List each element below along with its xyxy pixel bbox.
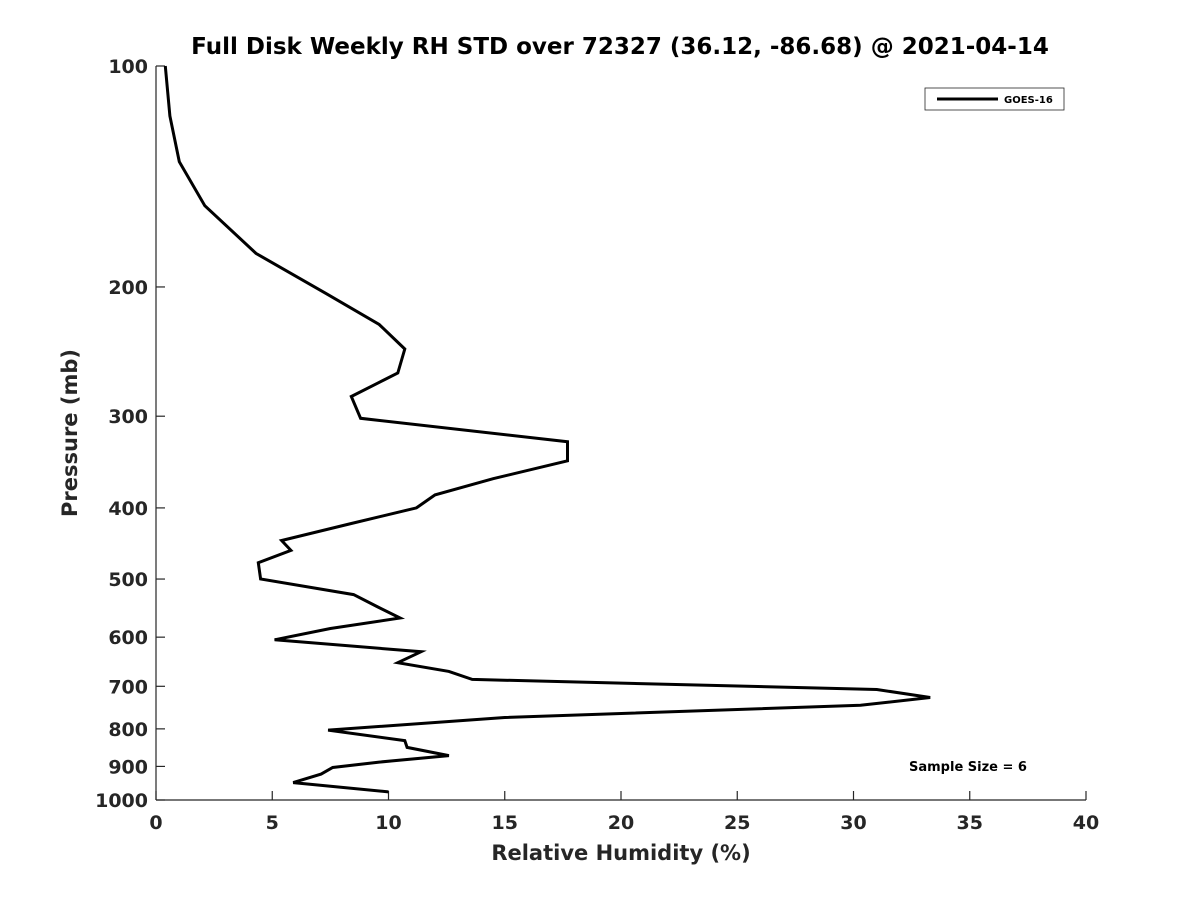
legend: GOES-16 (924, 87, 1065, 111)
y-tick-label: 900 (108, 756, 148, 778)
x-tick-label: 40 (1073, 812, 1099, 834)
x-tick-label: 20 (608, 812, 634, 834)
chart-title: Full Disk Weekly RH STD over 72327 (36.1… (191, 34, 1049, 60)
y-tick-label: 100 (108, 56, 148, 78)
y-tick-label: 200 (108, 277, 148, 299)
x-ticks: 0 5 10 15 20 25 30 35 40 (149, 791, 1099, 834)
sample-size-annotation: Sample Size = 6 (909, 760, 1027, 775)
y-tick-label: 400 (108, 498, 148, 520)
x-tick-label: 5 (266, 812, 279, 834)
y-tick-label: 800 (108, 719, 148, 741)
x-tick-label: 0 (149, 812, 162, 834)
y-tick-label: 700 (108, 676, 148, 698)
x-tick-label: 10 (375, 812, 401, 834)
series-line-goes-16 (163, 65, 931, 794)
x-tick-label: 35 (957, 812, 983, 834)
x-tick-label: 25 (724, 812, 750, 834)
x-tick-label: 15 (492, 812, 518, 834)
y-axis-label: Pressure (mb) (58, 349, 82, 517)
y-tick-label: 300 (108, 406, 148, 428)
data-series (163, 65, 931, 794)
y-tick-label: 1000 (95, 790, 148, 812)
x-tick-label: 30 (840, 812, 866, 834)
legend-label-goes-16: GOES-16 (1004, 95, 1053, 106)
x-axis-label: Relative Humidity (%) (491, 841, 750, 865)
y-tick-label: 600 (108, 627, 148, 649)
y-ticks: 100 200 300 400 500 600 700 800 900 1000 (95, 56, 165, 812)
y-tick-label: 500 (108, 569, 148, 591)
